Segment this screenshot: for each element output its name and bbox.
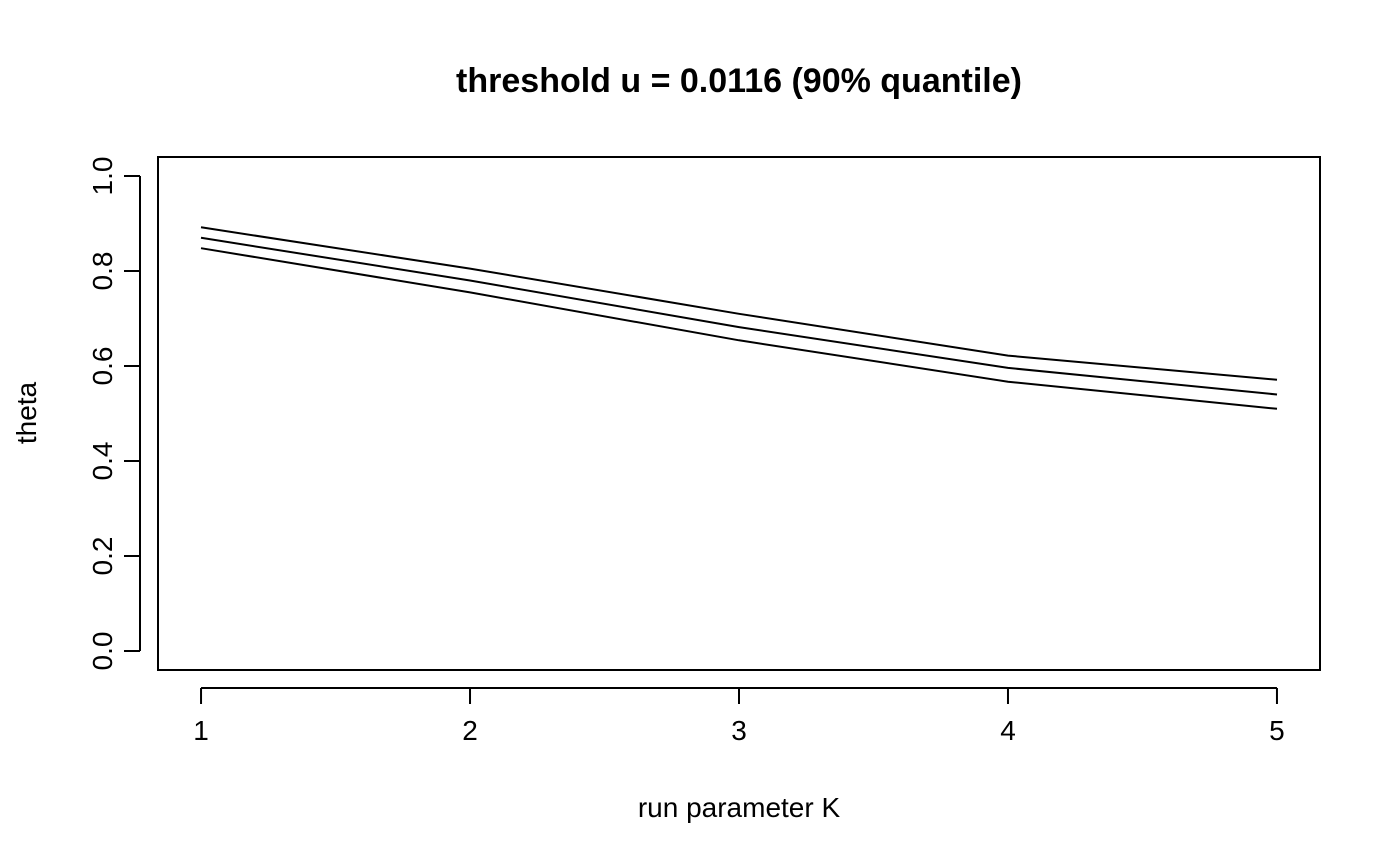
- y-tick-label: 0.0: [87, 632, 118, 671]
- y-axis: 0.0 0.2 0.4 0.6 0.8 1.0: [87, 157, 141, 671]
- series-line-3: [200, 247, 1278, 410]
- x-tick-label: 5: [1269, 715, 1285, 746]
- y-tick-label: 1.0: [87, 157, 118, 196]
- x-tick-label: 2: [462, 715, 478, 746]
- x-axis-label: run parameter K: [638, 792, 841, 823]
- y-axis-label: theta: [11, 381, 42, 444]
- y-tick-label: 0.4: [87, 442, 118, 481]
- series-layer: [200, 226, 1278, 410]
- y-tick-label: 0.8: [87, 252, 118, 291]
- series-line-2: [200, 236, 1278, 396]
- chart-title: threshold u = 0.0116 (90% quantile): [456, 62, 1022, 100]
- x-tick-label: 3: [731, 715, 747, 746]
- y-tick-label: 0.2: [87, 537, 118, 576]
- x-axis: 1 2 3 4 5: [193, 687, 1285, 746]
- series-line-1: [200, 226, 1278, 381]
- plot-area-frame: [157, 156, 1321, 671]
- x-tick-label: 4: [1000, 715, 1016, 746]
- x-tick-label: 1: [193, 715, 209, 746]
- y-tick-label: 0.6: [87, 347, 118, 386]
